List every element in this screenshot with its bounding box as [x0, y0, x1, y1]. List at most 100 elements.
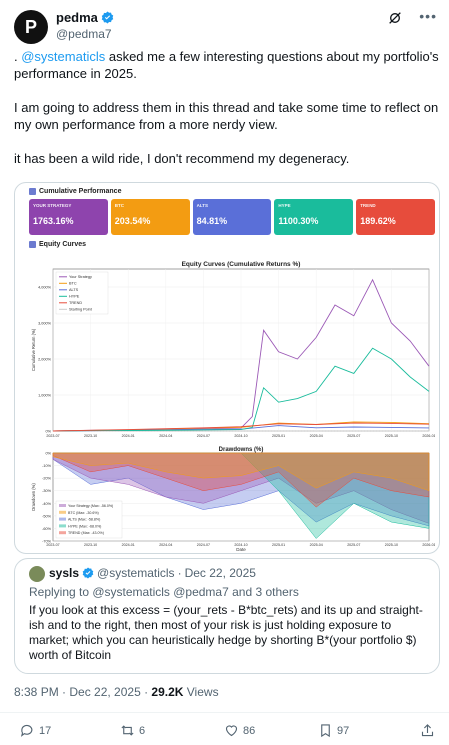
equity-legend-label: Starting Point	[69, 308, 93, 312]
reply-button[interactable]: 17	[20, 723, 51, 738]
cumulative-section-title: Cumulative Performance	[29, 188, 121, 195]
equity-y-tick: 1,000%	[38, 394, 52, 398]
section-square-icon	[29, 188, 36, 195]
drawdown-x-tick: 2025-07	[347, 543, 360, 547]
quoted-post[interactable]: sysls @systematicls · Dec 22, 2025 Reply…	[14, 558, 440, 674]
equity-x-tick: 2025-04	[310, 434, 323, 438]
like-button[interactable]: 86	[224, 723, 255, 738]
equity-x-tick: 2023-07	[46, 434, 59, 438]
avatar[interactable]: P	[14, 10, 48, 44]
equity-legend-label: BTC	[69, 282, 77, 286]
drawdown-x-tick: 2026-01	[422, 543, 435, 547]
post-header: P pedma @pedma7 •••	[14, 8, 439, 44]
drawdown-series-area	[52, 452, 430, 508]
drawdown-y-tick: -30%	[42, 489, 51, 493]
drawdown-x-tick: 2023-10	[84, 543, 97, 547]
drawdown-y-tick: -40%	[42, 502, 51, 506]
equity-y-tick: 3,000%	[38, 322, 52, 326]
equity-drawdown-chart: Equity Curves (Cumulative Returns %) 0% 1,…	[31, 261, 435, 551]
quote-header: sysls @systematicls · Dec 22, 2025	[49, 566, 256, 580]
drawdown-y-tick: 0%	[46, 452, 52, 456]
card-value: 1100.30%	[278, 216, 319, 226]
drawdown-y-tick: -20%	[42, 477, 51, 481]
equity-x-tick: 2026-01	[422, 434, 435, 438]
drawdown-legend-label: HYPE (Max: -68.0%)	[68, 524, 101, 528]
card-label: ALTS	[196, 203, 209, 208]
section-square-icon	[29, 241, 36, 248]
drawdown-y-tick: -50%	[42, 514, 51, 518]
performance-card: TREND 189.62%	[356, 199, 435, 235]
post-meta: 8:38 PM · Dec 22, 2025 · 29.2K Views	[14, 685, 219, 699]
repost-button[interactable]: 6	[120, 723, 145, 738]
quote-display-name: sysls	[49, 566, 80, 580]
share-button[interactable]	[420, 723, 435, 738]
equity-x-tick: 2024-04	[159, 434, 172, 438]
drawdown-legend-box	[55, 500, 123, 539]
equity-series-line	[52, 347, 430, 432]
equity-x-tick: 2024-07	[197, 434, 210, 438]
performance-card: BTC 203.54%	[110, 199, 190, 235]
more-options-icon[interactable]: •••	[419, 8, 437, 24]
drawdown-legend-swatch	[59, 517, 66, 521]
avatar-letter: P	[24, 16, 37, 37]
drawdown-x-tick: 2024-01	[122, 543, 135, 547]
drawdown-legend-swatch	[59, 524, 66, 528]
card-label: TREND	[360, 203, 376, 208]
card-label: BTC	[114, 203, 125, 208]
cumulative-title-text: Cumulative Performance	[39, 188, 122, 195]
repost-count: 6	[139, 724, 146, 737]
post-line1-rest: asked me a few interesting questions abo…	[14, 49, 439, 81]
reply-icon	[20, 724, 33, 737]
post-paragraph-3: it has been a wild ride, I don't recomme…	[14, 151, 350, 166]
equity-legend-label: Your Strategy	[69, 275, 92, 279]
share-icon	[421, 724, 434, 737]
equity-x-tick: 2025-10	[385, 434, 398, 438]
post-paragraph-1: . @systematicls asked me a few interesti…	[14, 48, 439, 82]
drawdown-x-label: Date	[236, 547, 246, 551]
drawdown-legend-label: BTC (Max: -30.6%)	[68, 511, 99, 515]
quote-date: Dec 22, 2025	[184, 566, 256, 580]
drawdown-x-tick: 2025-04	[310, 543, 323, 547]
drawdown-x-tick: 2025-01	[272, 543, 285, 547]
post-media-image[interactable]: Cumulative Performance YOUR STRATEGY 1763…	[14, 182, 440, 554]
equity-y-label: Cumulative Return (%)	[31, 328, 36, 371]
equity-legend-box	[55, 271, 109, 315]
equity-x-tick: 2025-07	[347, 434, 360, 438]
heart-icon	[225, 725, 238, 737]
drawdown-chart-title: Drawdowns (%)	[219, 447, 264, 453]
equity-legend-label: TREND	[69, 301, 82, 305]
mention-link[interactable]: @systematicls	[21, 49, 106, 64]
repost-icon	[121, 725, 134, 736]
drawdown-x-tick: 2024-07	[197, 543, 210, 547]
drawdown-legend-swatch	[59, 510, 66, 514]
card-label: HYPE	[278, 203, 291, 208]
quote-reply-context: Replying to @systematicls @pedma7 and 3 …	[29, 585, 299, 599]
views-count: 29.2K	[151, 685, 184, 699]
verified-badge-icon	[82, 567, 94, 579]
drawdown-legend-label: Your Strategy (Max: -56.0%)	[68, 504, 113, 508]
views-label: Views	[183, 685, 219, 699]
drawdown-y-tick: -60%	[42, 527, 51, 531]
equity-x-tick: 2024-01	[122, 434, 135, 438]
post-text: . @systematicls asked me a few interesti…	[14, 48, 439, 184]
bookmark-button[interactable]: 97	[318, 723, 349, 738]
author-handle[interactable]: @pedma7	[56, 27, 112, 41]
drawdown-series-area	[52, 452, 430, 527]
grok-icon[interactable]	[387, 10, 403, 26]
drawdown-x-tick: 2024-04	[159, 543, 172, 547]
drawdown-y-label: Drawdown (%)	[31, 483, 36, 511]
card-label: YOUR STRATEGY	[33, 203, 72, 208]
performance-cards: YOUR STRATEGY 1763.16% BTC 203.54% ALTS 84.81…	[29, 199, 435, 235]
card-value: 84.81%	[196, 216, 228, 226]
post-timestamp[interactable]: 8:38 PM · Dec 22, 2025 ·	[14, 685, 152, 699]
card-value: 203.54%	[114, 216, 151, 226]
drawdown-series-area	[52, 452, 430, 492]
verified-badge-icon	[101, 11, 114, 24]
quote-separator: ·	[177, 566, 182, 580]
equity-x-tick: 2024-10	[234, 434, 247, 438]
equity-y-tick: 0%	[46, 430, 52, 434]
equity-legend-label: HYPE	[69, 295, 80, 299]
quote-text: If you look at this excess = (your_rets …	[29, 603, 423, 662]
card-value: 1763.16%	[33, 216, 74, 226]
display-name[interactable]: pedma	[56, 10, 98, 25]
